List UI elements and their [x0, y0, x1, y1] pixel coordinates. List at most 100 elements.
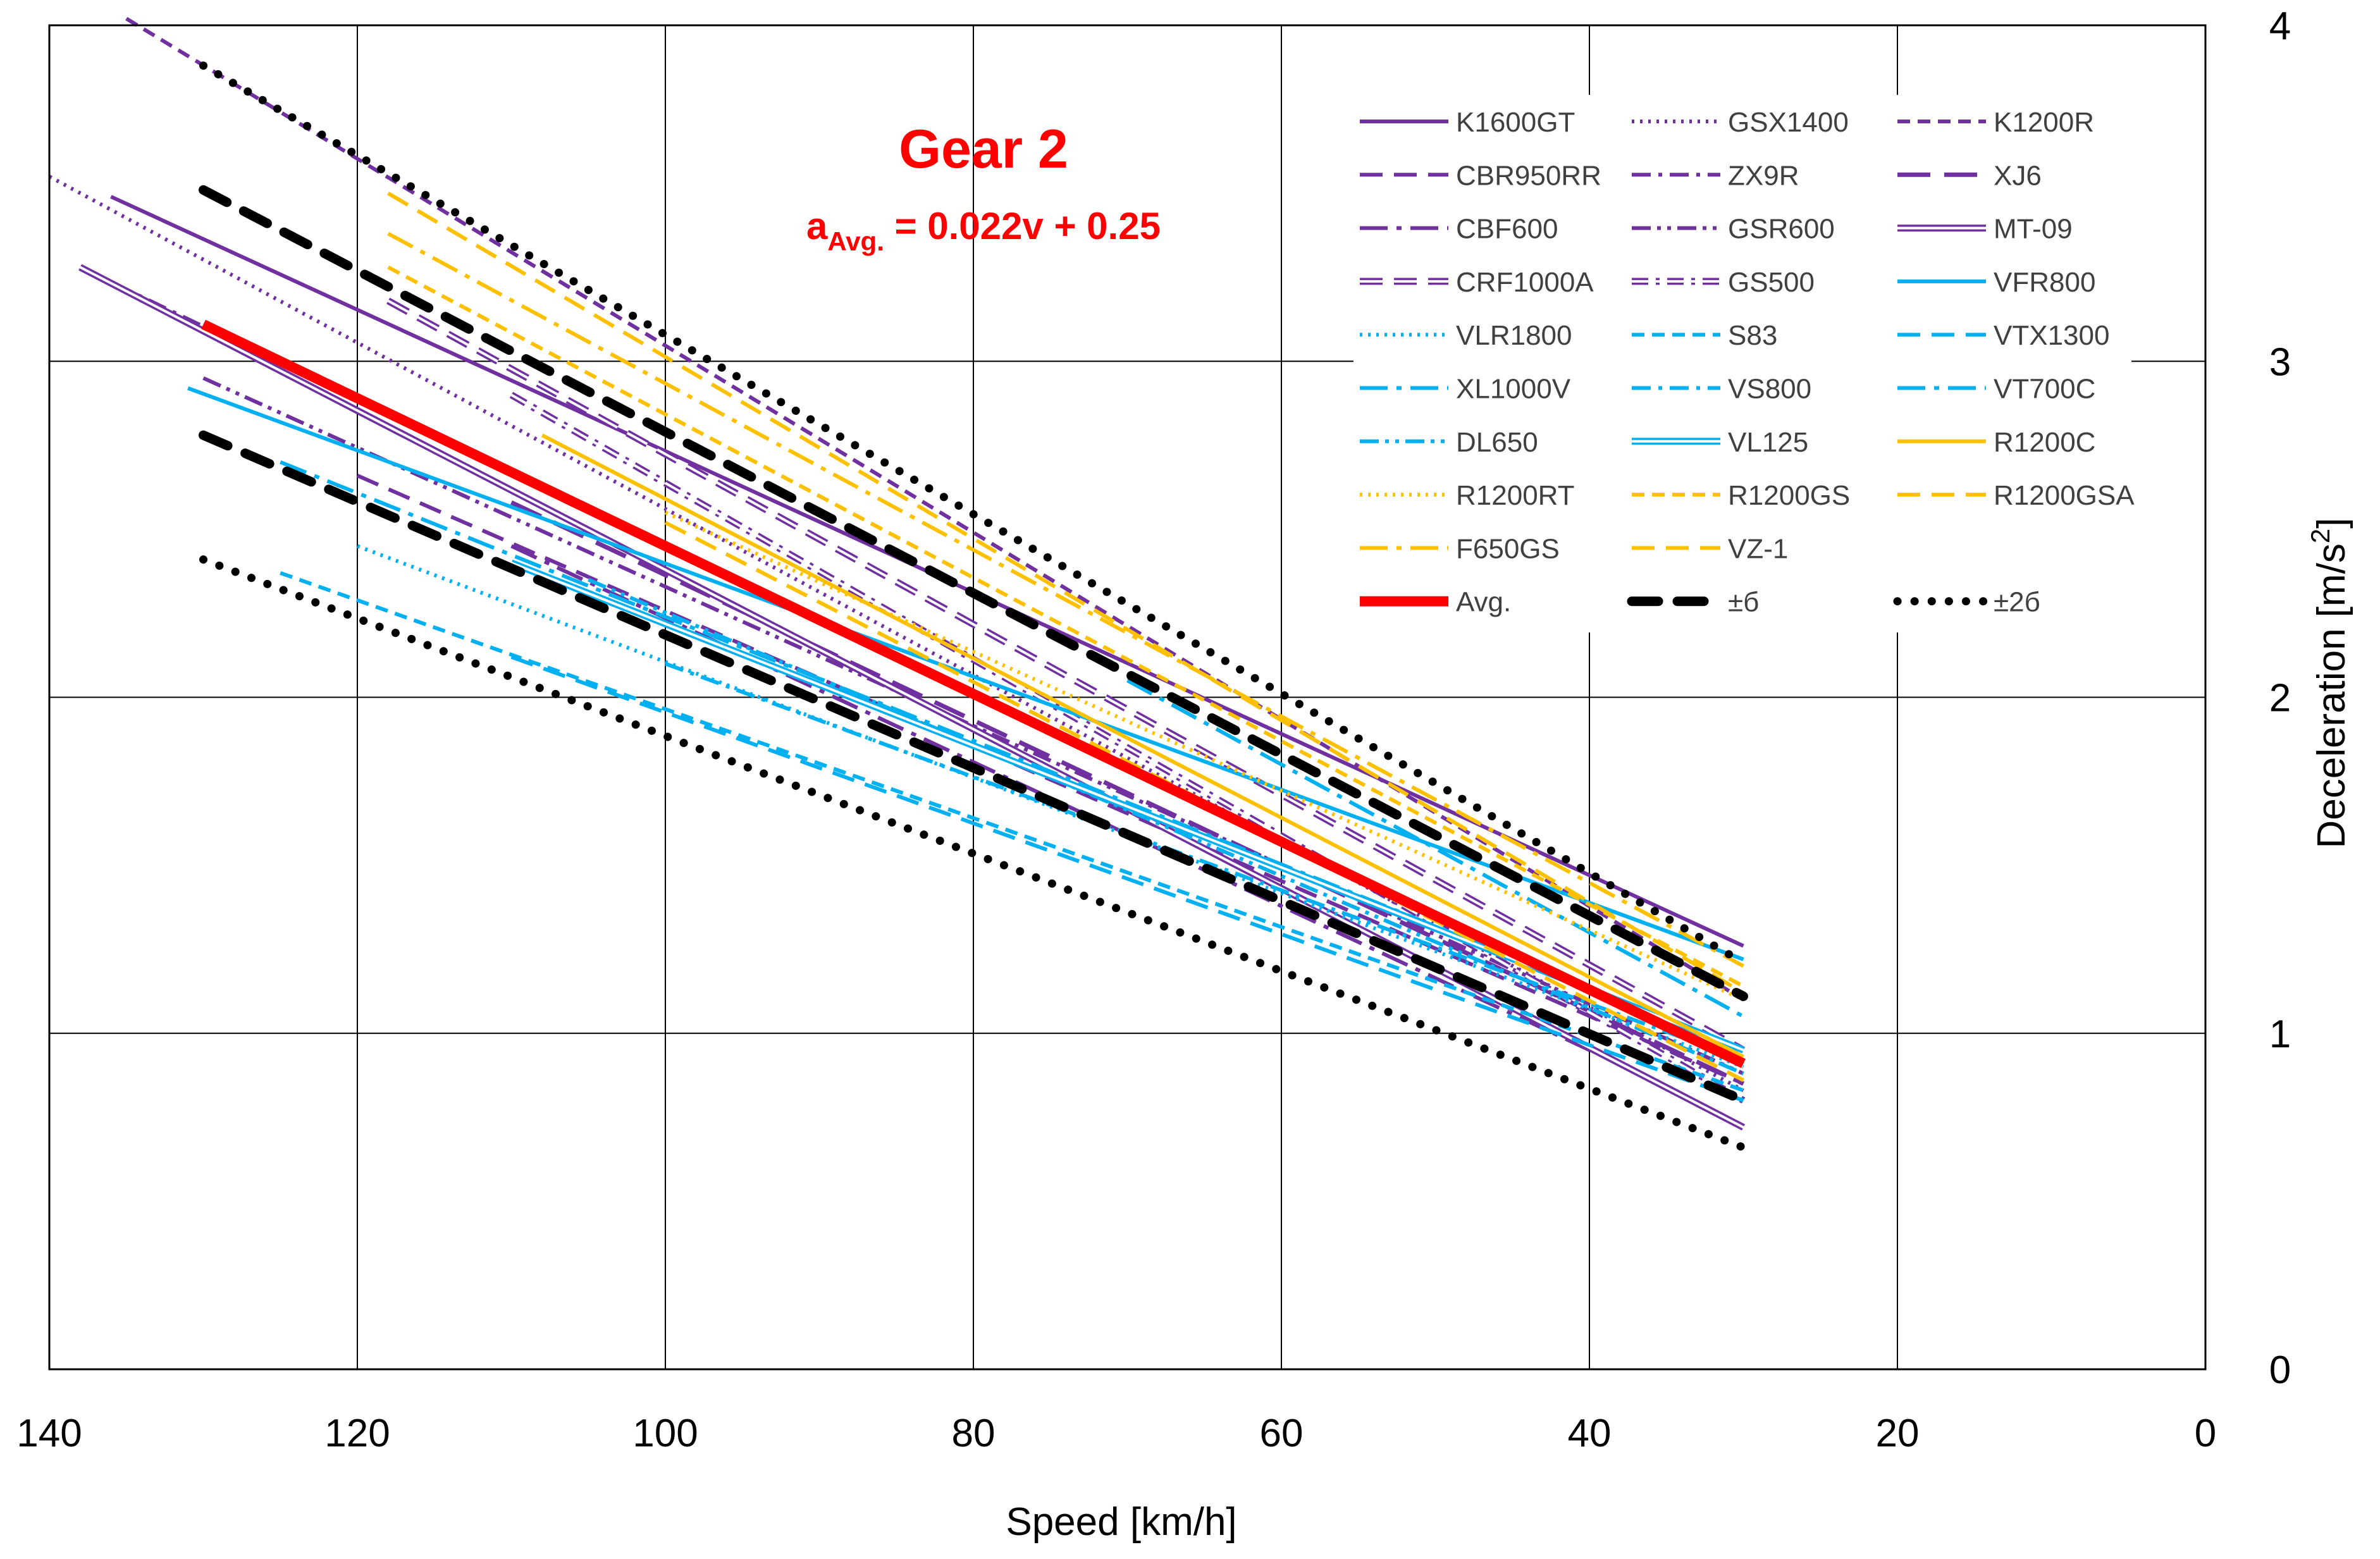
legend-item-mt-09: MT-09 — [1897, 214, 2073, 245]
legend-label: VFR800 — [1994, 267, 2095, 298]
series-line-k1200r — [125, 16, 1745, 1002]
legend-item-crf1000a: CRF1000A — [1360, 267, 1594, 298]
series-line-r1200gsa — [387, 192, 1745, 995]
legend-label: CBF600 — [1456, 214, 1558, 245]
legend-item-gs500: GS500 — [1632, 267, 1815, 298]
legend-label: VS800 — [1728, 374, 1811, 405]
series-line-dl650 — [588, 577, 1744, 1076]
plot-area-border — [48, 24, 2207, 1371]
legend-item-vt700c: VT700C — [1897, 374, 2095, 405]
series-line-vs800 — [664, 662, 1744, 1063]
x-tick-label: 0 — [2195, 1412, 2216, 1455]
series-line- — [199, 185, 1748, 1001]
x-tick-label: 60 — [1260, 1412, 1304, 1455]
x-tick-label: 80 — [952, 1412, 996, 1455]
legend-label: VT700C — [1994, 374, 2095, 405]
legend-item-cbf600: CBF600 — [1360, 214, 1558, 245]
legend-item-k1200r: K1200R — [1897, 107, 2094, 138]
legend-label: ±2б — [1994, 587, 2040, 618]
x-axis-label: Speed [km/h] — [1006, 1500, 1236, 1544]
series-line-xl1000v — [280, 460, 1744, 1052]
legend-label: R1200GSA — [1994, 480, 2135, 511]
formula-expression: = 0.022v + 0.25 — [884, 205, 1161, 247]
legend-label: VTX1300 — [1994, 320, 2109, 351]
legend-label: GSX1400 — [1728, 107, 1849, 138]
chart-title: Gear 2 — [899, 119, 1068, 180]
axes: 140 120 100 80 60 40 20 0 0 1 2 3 4 — [16, 4, 2291, 1455]
legend-label: K1200R — [1994, 107, 2094, 138]
series-line-crf1000a-inner — [387, 299, 1744, 1052]
legend-item-xl1000v: XL1000V — [1360, 374, 1571, 405]
series-line-avg — [201, 319, 1746, 1068]
legend-label: VL125 — [1728, 427, 1808, 458]
legend-label: R1200RT — [1456, 480, 1575, 511]
legend-item-k1600gt: K1600GT — [1360, 107, 1575, 138]
legend-label: GS500 — [1728, 267, 1815, 298]
legend-item-r1200gs: R1200GS — [1632, 480, 1850, 511]
series-line-2 — [199, 61, 1748, 967]
legend-item-gsr600: GSR600 — [1632, 214, 1835, 245]
legend-label: R1200C — [1994, 427, 2095, 458]
legend-item-vs800: VS800 — [1632, 374, 1811, 405]
legend-item-gsx1400: GSX1400 — [1632, 107, 1849, 138]
legend-item-2: ±2б — [1893, 587, 2040, 618]
y-tick-label: 2 — [2269, 677, 2291, 720]
legend-label: ±б — [1728, 587, 1759, 618]
legend-label: R1200GS — [1728, 480, 1850, 511]
legend-item-avg: Avg. — [1360, 587, 1511, 618]
legend-item-vtx1300: VTX1300 — [1897, 320, 2109, 351]
series-line-r1200gs — [387, 265, 1744, 989]
series-line-2 — [199, 555, 1748, 1152]
series-line-crf1000a — [386, 297, 1746, 1054]
legend: K1600GT GSX1400 K1200R CBR950RR ZX9R XJ6 CBF60… — [1353, 95, 2135, 632]
series-line-r1200c — [541, 433, 1744, 1059]
legend-box — [1353, 95, 2131, 632]
formula-subscript: Avg. — [827, 226, 884, 256]
x-tick-label: 100 — [632, 1412, 698, 1455]
legend-label: DL650 — [1456, 427, 1538, 458]
y-tick-label: 1 — [2269, 1013, 2291, 1056]
y-axis-label-end: ] — [2310, 517, 2353, 528]
legend-item-zx9r: ZX9R — [1632, 160, 1799, 191]
x-tick-label: 20 — [1876, 1412, 1920, 1455]
series-line-vlr1800 — [356, 544, 1744, 1069]
legend-label: K1600GT — [1456, 107, 1575, 138]
legend-label: CRF1000A — [1456, 267, 1594, 298]
series-line-s83 — [280, 571, 1744, 1092]
legend-label: VLR1800 — [1456, 320, 1572, 351]
legend-label: GSR600 — [1728, 214, 1835, 245]
legend-label: ZX9R — [1728, 160, 1799, 191]
series-lines — [48, 16, 1748, 1152]
series-line- — [199, 430, 1748, 1106]
average-formula: aAvg. = 0.022v + 0.25 — [806, 205, 1161, 256]
y-tick-label: 0 — [2269, 1348, 2291, 1392]
formula-symbol: a — [806, 205, 828, 247]
legend-label: S83 — [1728, 320, 1777, 351]
x-tick-label: 120 — [324, 1412, 390, 1455]
legend-item-vz-1: VZ-1 — [1632, 533, 1788, 564]
legend-item-f650gs: F650GS — [1360, 533, 1560, 564]
legend-item-sigma-28: ±б — [1627, 587, 1759, 618]
series-line-vfr800 — [187, 386, 1744, 961]
x-tick-label: 140 — [16, 1412, 82, 1455]
legend-item-vl125: VL125 — [1632, 427, 1808, 458]
legend-item-vfr800: VFR800 — [1897, 267, 2095, 298]
legend-item-cbr950rr: CBR950RR — [1360, 160, 1601, 191]
legend-label: MT-09 — [1994, 214, 2073, 245]
series-line-vt700c — [1126, 679, 1744, 1018]
legend-item-vlr1800: VLR1800 — [1360, 320, 1572, 351]
y-tick-label: 4 — [2269, 4, 2291, 48]
y-axis-label-superscript: 2 — [2305, 529, 2335, 543]
series-line-vtx1300 — [510, 655, 1744, 1102]
legend-label: XL1000V — [1456, 374, 1571, 405]
legend-item-r1200rt: R1200RT — [1360, 480, 1575, 511]
legend-item-r1200c: R1200C — [1897, 427, 2095, 458]
legend-label: Avg. — [1456, 587, 1511, 618]
x-tick-label: 40 — [1568, 1412, 1612, 1455]
y-axis-label: Deceleration [m/s2] — [2305, 517, 2353, 848]
y-axis-label-main: Deceleration [m/s — [2310, 543, 2353, 848]
legend-label: XJ6 — [1994, 160, 2042, 191]
legend-item-xj6: XJ6 — [1897, 160, 2042, 191]
